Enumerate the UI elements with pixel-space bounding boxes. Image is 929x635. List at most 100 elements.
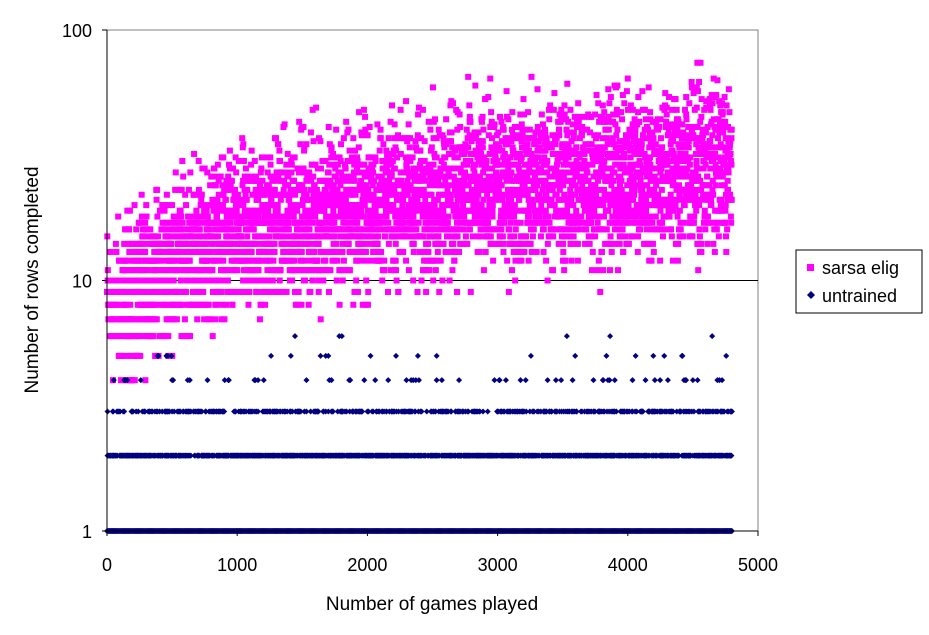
sarsa-point	[724, 177, 731, 184]
sarsa-point	[173, 316, 180, 323]
sarsa-point	[136, 277, 143, 284]
sarsa-point	[548, 141, 555, 148]
sarsa-point	[666, 213, 673, 220]
sarsa-point	[425, 240, 432, 247]
sarsa-point	[378, 173, 385, 180]
sarsa-point	[520, 169, 527, 176]
sarsa-point	[482, 248, 489, 255]
sarsa-point	[541, 154, 548, 161]
sarsa-point	[230, 165, 237, 172]
sarsa-point	[492, 177, 499, 184]
sarsa-point	[662, 213, 669, 220]
sarsa-point	[428, 191, 435, 198]
sarsa-point	[516, 196, 523, 203]
sarsa-point	[571, 219, 578, 226]
sarsa-point	[600, 213, 607, 220]
sarsa-point	[640, 135, 647, 142]
sarsa-point	[657, 207, 664, 214]
sarsa-point	[379, 157, 386, 164]
sarsa-point	[632, 126, 639, 133]
sarsa-point	[442, 182, 449, 189]
sarsa-point	[572, 191, 579, 198]
sarsa-point	[429, 177, 436, 184]
sarsa-point	[270, 226, 277, 233]
sarsa-point	[698, 248, 705, 255]
sarsa-point	[618, 186, 625, 193]
sarsa-point	[582, 173, 589, 180]
sarsa-point	[433, 173, 440, 180]
sarsa-point	[275, 141, 282, 148]
sarsa-point	[643, 207, 650, 214]
sarsa-point	[386, 177, 393, 184]
sarsa-point	[437, 191, 444, 198]
sarsa-point	[565, 118, 572, 125]
sarsa-point	[560, 150, 567, 157]
sarsa-point	[311, 233, 318, 240]
sarsa-point	[635, 109, 642, 116]
sarsa-point	[414, 288, 421, 295]
sarsa-point	[415, 111, 422, 118]
sarsa-point	[696, 147, 703, 154]
sarsa-point	[718, 144, 725, 151]
sarsa-point	[598, 226, 605, 233]
sarsa-point	[598, 150, 605, 157]
sarsa-point	[558, 226, 565, 233]
untrained-point	[164, 352, 171, 359]
sarsa-point	[584, 161, 591, 168]
sarsa-point	[594, 267, 601, 274]
sarsa-point	[372, 154, 379, 161]
sarsa-point	[362, 113, 369, 120]
sarsa-point	[501, 219, 508, 226]
sarsa-point	[448, 182, 455, 189]
sarsa-point	[713, 92, 720, 99]
sarsa-point	[194, 316, 201, 323]
sarsa-point	[406, 169, 413, 176]
sarsa-point	[294, 233, 301, 240]
sarsa-point	[428, 213, 435, 220]
sarsa-point	[515, 165, 522, 172]
sarsa-point	[260, 191, 267, 198]
sarsa-point	[269, 177, 276, 184]
sarsa-point	[395, 233, 402, 240]
sarsa-point	[631, 186, 638, 193]
sarsa-point	[267, 257, 274, 264]
sarsa-point	[140, 233, 147, 240]
sarsa-point	[499, 147, 506, 154]
sarsa-point	[533, 219, 540, 226]
sarsa-point	[631, 191, 638, 198]
sarsa-point	[645, 84, 652, 91]
sarsa-point	[295, 202, 302, 209]
sarsa-point	[441, 213, 448, 220]
sarsa-point	[348, 213, 355, 220]
sarsa-point	[526, 165, 533, 172]
sarsa-point	[421, 157, 428, 164]
sarsa-point	[483, 157, 490, 164]
sarsa-point	[706, 182, 713, 189]
sarsa-point	[477, 226, 484, 233]
sarsa-point	[511, 135, 518, 142]
sarsa-point	[687, 123, 694, 130]
sarsa-point	[317, 138, 324, 145]
sarsa-point	[286, 213, 293, 220]
sarsa-point	[556, 186, 563, 193]
sarsa-point	[718, 182, 725, 189]
sarsa-point	[533, 248, 540, 255]
sarsa-point	[449, 226, 456, 233]
sarsa-point	[372, 207, 379, 214]
sarsa-point	[523, 144, 530, 151]
sarsa-point	[595, 257, 602, 264]
sarsa-point	[599, 169, 606, 176]
sarsa-point	[270, 173, 277, 180]
sarsa-point	[420, 173, 427, 180]
sarsa-point	[246, 213, 253, 220]
sarsa-point	[358, 240, 365, 247]
sarsa-point	[448, 233, 455, 240]
sarsa-point	[353, 277, 360, 284]
sarsa-point	[494, 161, 501, 168]
sarsa-point	[499, 196, 506, 203]
sarsa-point	[532, 154, 539, 161]
sarsa-point	[462, 147, 469, 154]
sarsa-point	[601, 118, 608, 125]
sarsa-point	[362, 240, 369, 247]
sarsa-point	[199, 233, 206, 240]
